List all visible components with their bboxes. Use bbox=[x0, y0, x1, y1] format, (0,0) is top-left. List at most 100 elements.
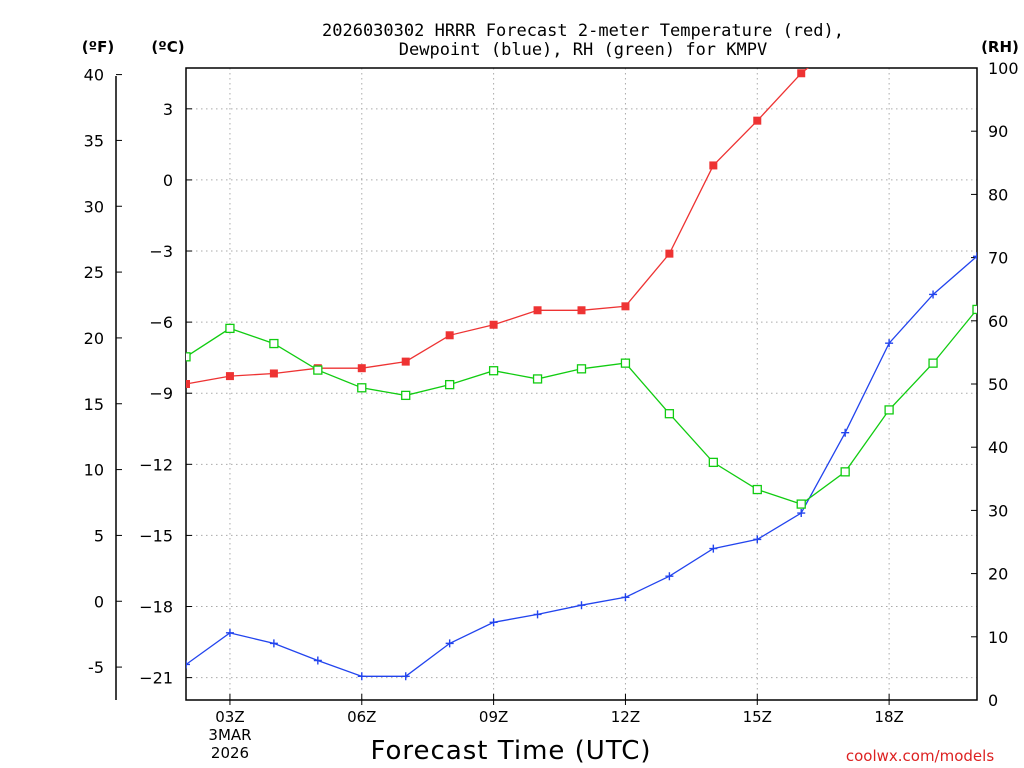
fahrenheit-tick-label: 35 bbox=[84, 131, 104, 150]
temperature-point bbox=[929, 14, 937, 22]
rh-tick-label: 30 bbox=[988, 501, 1008, 520]
x-tick-label: 06Z bbox=[347, 708, 376, 726]
dewpoint-point bbox=[533, 610, 542, 619]
watermark-link[interactable]: coolwx.com/models bbox=[846, 747, 994, 765]
fahrenheit-tick-label: 25 bbox=[84, 263, 104, 282]
dewpoint-point bbox=[225, 628, 234, 637]
rh-tick-label: 10 bbox=[988, 628, 1008, 647]
rh-point bbox=[357, 383, 367, 393]
celsius-tick-label: −12 bbox=[139, 455, 173, 474]
rh-point bbox=[620, 358, 631, 368]
celsius-tick-label: −18 bbox=[139, 598, 173, 617]
rh-point bbox=[884, 405, 894, 415]
dewpoint-line bbox=[186, 255, 977, 677]
rh-point bbox=[972, 304, 977, 315]
rh-point bbox=[708, 457, 718, 468]
dewpoint-point bbox=[489, 618, 498, 627]
fahrenheit-tick-label: 15 bbox=[84, 395, 104, 414]
celsius-tick-label: −21 bbox=[139, 669, 173, 688]
x-axis-label: Forecast Time (UTC) bbox=[370, 736, 651, 766]
x-tick-label: 18Z bbox=[874, 708, 903, 726]
celsius-tick-label: −15 bbox=[139, 526, 173, 545]
dewpoint-point bbox=[313, 656, 322, 665]
temperature-point bbox=[357, 364, 366, 373]
x-tick-label: 12Z bbox=[611, 708, 640, 726]
dewpoint-point bbox=[797, 509, 806, 518]
dewpoint-point bbox=[269, 639, 278, 648]
fahrenheit-tick-label: 5 bbox=[94, 526, 104, 545]
rh-tick-label: 20 bbox=[988, 565, 1008, 584]
temperature-point bbox=[709, 161, 718, 170]
celsius-tick-label: 0 bbox=[163, 171, 173, 190]
temperature-point bbox=[797, 69, 806, 78]
rh-tick-label: 40 bbox=[988, 438, 1008, 457]
celsius-tick-label: −6 bbox=[149, 313, 173, 332]
temperature-point bbox=[533, 306, 542, 315]
rh-tick-label: 50 bbox=[988, 375, 1008, 394]
temperature-point bbox=[621, 302, 630, 311]
temperature-point bbox=[269, 369, 278, 378]
dewpoint-point bbox=[577, 601, 586, 610]
dewpoint-point bbox=[186, 660, 190, 669]
fahrenheit-tick-label: 20 bbox=[84, 329, 104, 348]
celsius-unit-label: (ºC) bbox=[151, 38, 184, 56]
rh-point bbox=[269, 338, 279, 349]
rh-point bbox=[532, 374, 543, 384]
rh-point bbox=[928, 358, 938, 368]
fahrenheit-tick-label: 10 bbox=[84, 461, 104, 480]
dewpoint-point bbox=[445, 639, 454, 648]
dewpoint-point bbox=[753, 535, 762, 544]
dewpoint-point bbox=[665, 572, 674, 581]
chart-title-line1: 2026030302 HRRR Forecast 2-meter Tempera… bbox=[322, 21, 844, 41]
rh-point bbox=[576, 364, 587, 374]
fahrenheit-unit-label: (ºF) bbox=[82, 38, 114, 56]
rh-tick-label: 90 bbox=[988, 122, 1008, 141]
rh-point bbox=[664, 409, 675, 419]
rh-point bbox=[186, 352, 191, 362]
date-label-day: 3MAR bbox=[208, 726, 251, 744]
temperature-point bbox=[401, 357, 410, 366]
dewpoint-point bbox=[621, 593, 630, 602]
chart-title-line2: Dewpoint (blue), RH (green) for KMPV bbox=[399, 40, 767, 60]
fahrenheit-tick-label: 0 bbox=[94, 592, 104, 611]
x-tick-label: 03Z bbox=[215, 708, 244, 726]
dewpoint-point bbox=[973, 252, 977, 261]
dewpoint-point bbox=[885, 339, 894, 348]
rh-point bbox=[752, 484, 762, 495]
temperature-point bbox=[225, 372, 234, 381]
rh-point bbox=[445, 379, 455, 390]
rh-tick-label: 0 bbox=[988, 691, 998, 710]
temperature-point bbox=[445, 331, 454, 340]
rh-point bbox=[313, 365, 323, 375]
axes: -50510152025303540−21−18−15−12−9−6−30301… bbox=[84, 59, 1019, 726]
celsius-tick-label: 3 bbox=[163, 100, 173, 119]
temperature-line bbox=[186, 68, 809, 385]
fahrenheit-tick-label: 40 bbox=[84, 66, 104, 85]
dewpoint-point bbox=[357, 672, 366, 681]
rh-tick-label: 100 bbox=[988, 59, 1019, 78]
temperature-point bbox=[753, 116, 762, 125]
dewpoint-point bbox=[929, 290, 938, 299]
dewpoint-point bbox=[401, 672, 410, 681]
data-series bbox=[186, 14, 977, 681]
temperature-point bbox=[885, 18, 893, 26]
date-label-year: 2026 bbox=[211, 744, 249, 762]
temperature-point bbox=[186, 380, 190, 388]
temperature-point bbox=[489, 320, 498, 329]
dewpoint-point bbox=[709, 544, 718, 553]
rh-tick-label: 80 bbox=[988, 185, 1008, 204]
x-tick-label: 09Z bbox=[479, 708, 508, 726]
x-tick-label: 15Z bbox=[743, 708, 772, 726]
rh-unit-label: (RH) bbox=[981, 38, 1019, 56]
fahrenheit-tick-label: 30 bbox=[84, 197, 104, 216]
celsius-tick-label: −9 bbox=[149, 384, 173, 403]
rh-point bbox=[488, 366, 499, 376]
celsius-tick-label: −3 bbox=[149, 242, 173, 261]
temperature-point bbox=[577, 306, 586, 315]
rh-point bbox=[225, 323, 235, 334]
temperature-point bbox=[665, 249, 674, 258]
rh-point bbox=[840, 467, 850, 477]
dewpoint-point bbox=[841, 428, 850, 437]
rh-tick-label: 60 bbox=[988, 312, 1008, 331]
